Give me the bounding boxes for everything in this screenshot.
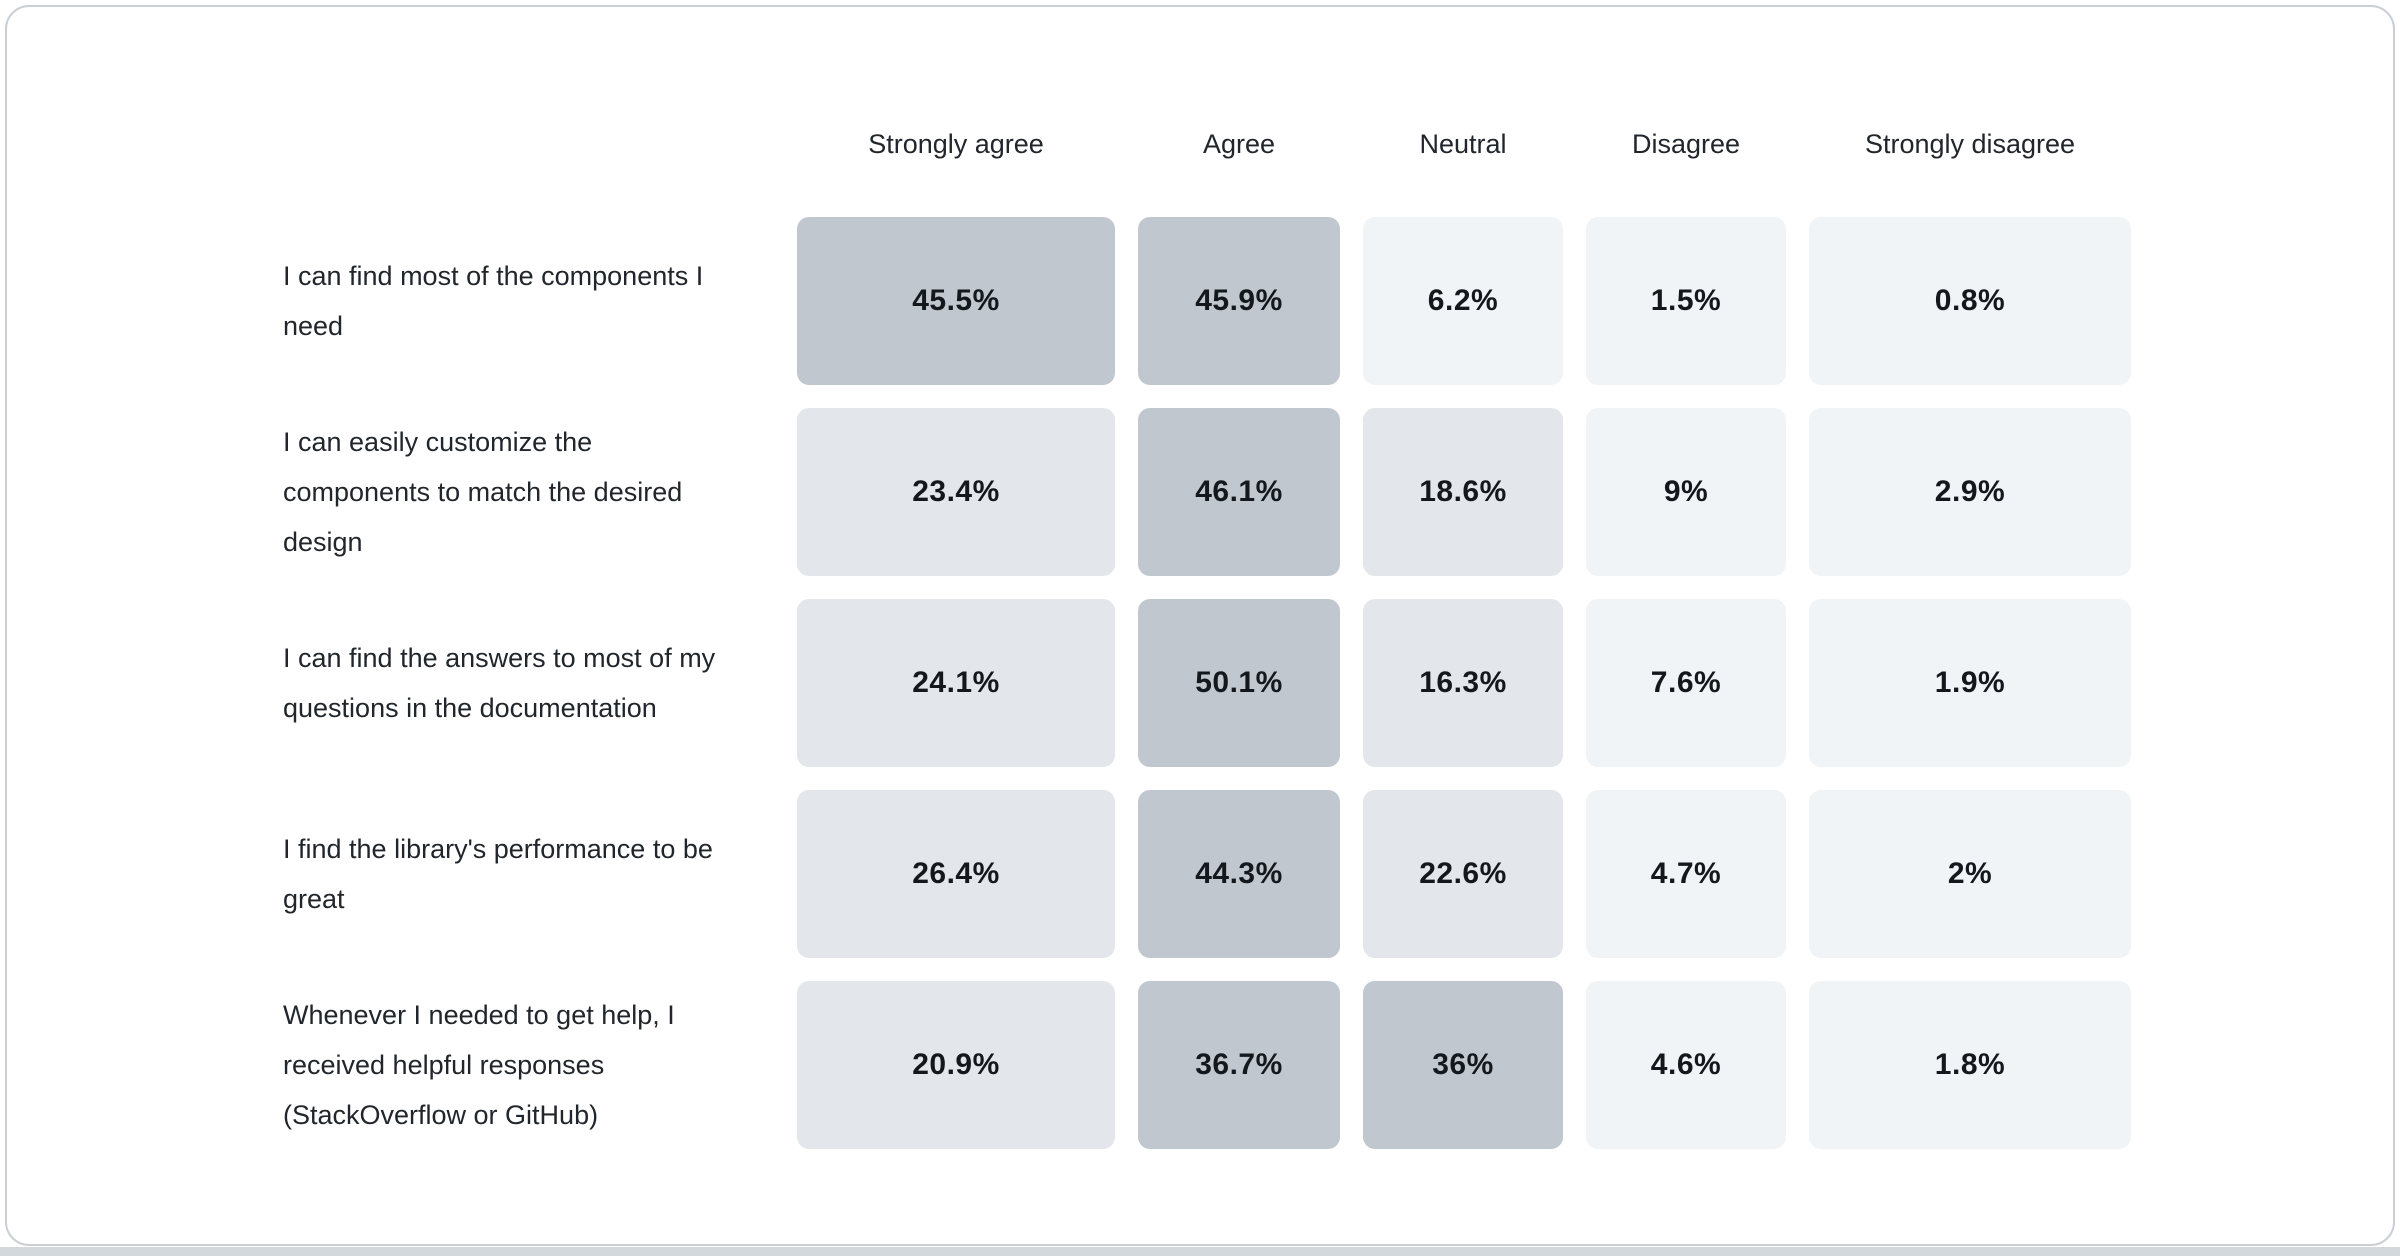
heatmap-cell-r1-strongly-disagree: 0.8% xyxy=(1809,217,2131,385)
heatmap-cell-r4-agree: 44.3% xyxy=(1138,790,1340,958)
column-header-strongly-disagree: Strongly disagree xyxy=(1864,129,2076,159)
row-label-3: I can find the answers to most of my que… xyxy=(283,643,716,723)
heatmap-cell-r2-strongly-disagree: 2.9% xyxy=(1809,408,2131,576)
heatmap-cell-r5-strongly-disagree: 1.8% xyxy=(1809,981,2131,1149)
heatmap-cell-r3-strongly-disagree: 1.9% xyxy=(1809,599,2131,767)
page-footer-edge xyxy=(0,1247,2400,1256)
heatmap-cell-r4-strongly-agree: 26.4% xyxy=(797,790,1115,958)
grid-corner-spacer xyxy=(283,95,774,194)
heatmap-cell-r3-disagree: 7.6% xyxy=(1586,599,1786,767)
heatmap-cell-r1-neutral: 6.2% xyxy=(1363,217,1563,385)
heatmap-cell-r5-strongly-agree: 20.9% xyxy=(797,981,1115,1149)
heatmap-cell-r2-neutral: 18.6% xyxy=(1363,408,1563,576)
heatmap-cell-r3-neutral: 16.3% xyxy=(1363,599,1563,767)
column-header-disagree: Disagree xyxy=(1631,129,1741,159)
heatmap-cell-r5-disagree: 4.6% xyxy=(1586,981,1786,1149)
heatmap-cell-r5-agree: 36.7% xyxy=(1138,981,1340,1149)
survey-results-card: Strongly agree Agree Neutral Disagree Strong… xyxy=(5,5,2395,1246)
column-header-neutral: Neutral xyxy=(1419,129,1507,159)
heatmap-cell-r1-strongly-agree: 45.5% xyxy=(797,217,1115,385)
heatmap-cell-r2-disagree: 9% xyxy=(1586,408,1786,576)
heatmap-cell-r3-agree: 50.1% xyxy=(1138,599,1340,767)
survey-grid: Strongly agree Agree Neutral Disagree Strong… xyxy=(283,95,2131,1149)
heatmap-cell-r2-agree: 46.1% xyxy=(1138,408,1340,576)
heatmap-cell-r5-neutral: 36% xyxy=(1363,981,1563,1149)
heatmap-cell-r4-neutral: 22.6% xyxy=(1363,790,1563,958)
heatmap-cell-r3-strongly-agree: 24.1% xyxy=(797,599,1115,767)
row-label-2: I can easily customize the components to… xyxy=(283,427,683,557)
column-header-agree: Agree xyxy=(1202,129,1276,159)
heatmap-cell-r2-strongly-agree: 23.4% xyxy=(797,408,1115,576)
column-header-strongly-agree: Strongly agree xyxy=(868,129,1044,159)
heatmap-cell-r1-agree: 45.9% xyxy=(1138,217,1340,385)
heatmap-cell-r4-strongly-disagree: 2% xyxy=(1809,790,2131,958)
row-label-1: I can find most of the components I need xyxy=(283,261,704,341)
row-label-4: I find the library's performance to be g… xyxy=(283,834,713,914)
row-label-5: Whenever I needed to get help, I receive… xyxy=(283,1000,675,1130)
heatmap-cell-r4-disagree: 4.7% xyxy=(1586,790,1786,958)
heatmap-cell-r1-disagree: 1.5% xyxy=(1586,217,1786,385)
